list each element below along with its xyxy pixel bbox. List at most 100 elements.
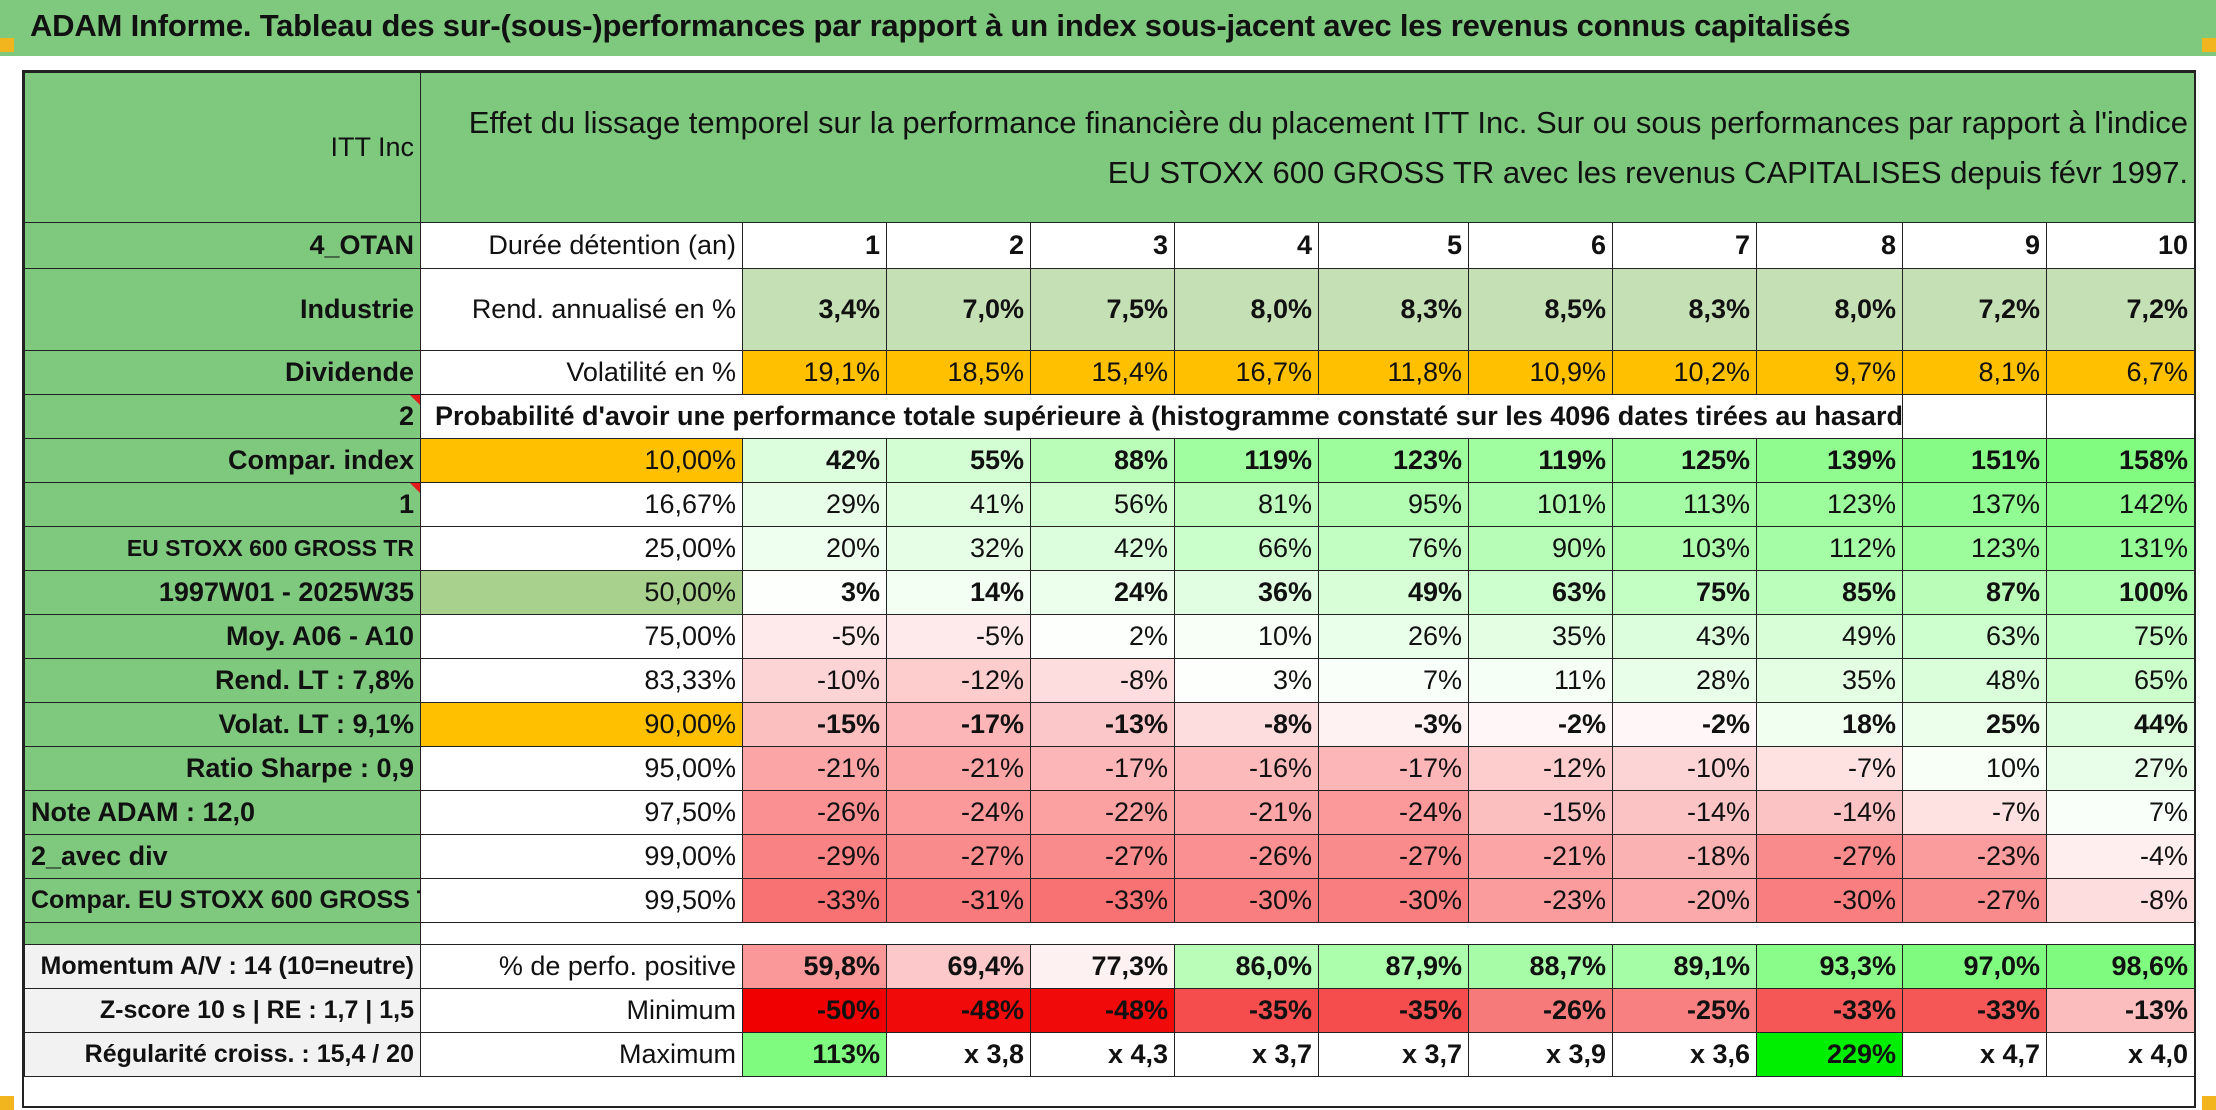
performance-cell: -29%	[742, 834, 887, 879]
performance-cell: 85%	[1756, 570, 1903, 615]
volatility-cell: 10,2%	[1612, 350, 1757, 395]
percentile-row: 1 16,67% 29% 41% 56% 81% 95% 101% 113% 123% 137% 14…	[24, 482, 2196, 527]
performance-cell: 119%	[1468, 438, 1613, 483]
long-term-return: Rend. LT : 7,8%	[24, 658, 421, 703]
performance-cell: -2%	[1612, 702, 1757, 747]
performance-cell: 75%	[2045, 614, 2196, 659]
performance-cell: 65%	[2045, 658, 2196, 703]
performance-cell: 48%	[1902, 658, 2047, 703]
performance-cell: 90%	[1468, 526, 1613, 571]
volatility-cell: 19,1%	[742, 350, 887, 395]
performance-cell: -16%	[1174, 746, 1319, 791]
volatility-cell: 15,4%	[1030, 350, 1175, 395]
selector-2[interactable]: 2	[24, 394, 421, 439]
performance-cell: 95%	[1318, 482, 1469, 527]
percentile-row: Note ADAM : 12,0 97,50% -26% -24% -22% -21% -2…	[24, 790, 2196, 835]
maximum-cell: x 4,0	[2045, 1032, 2196, 1077]
year-header: 1	[742, 222, 887, 269]
annual-return-cell: 7,2%	[1902, 268, 2047, 351]
performance-cell: 28%	[1612, 658, 1757, 703]
performance-cell: -26%	[742, 790, 887, 835]
average-label: Moy. A06 - A10	[24, 614, 421, 659]
percentile-row: Ratio Sharpe : 0,9 95,00% -21% -21% -17% -16%…	[24, 746, 2196, 791]
performance-cell: 112%	[1756, 526, 1903, 571]
performance-cell: -21%	[1174, 790, 1319, 835]
description-line-2: EU STOXX 600 GROSS TR avec les revenus C…	[1107, 154, 2189, 190]
annual-return-cell: 8,3%	[1318, 268, 1469, 351]
percentile-row: EU STOXX 600 GROSS TR 25,00% 20% 32% 42% 66% 7…	[24, 526, 2196, 571]
performance-cell: 139%	[1756, 438, 1903, 483]
zscore-label: Z-score 10 s | RE : 1,7 | 1,5	[24, 988, 421, 1033]
performance-cell: 113%	[1612, 482, 1757, 527]
year-header: 4	[1174, 222, 1319, 269]
performance-cell: 7%	[2045, 790, 2196, 835]
minimum-cell: -50%	[742, 988, 887, 1033]
title-bar: ADAM Informe. Tableau des sur-(sous-)per…	[0, 0, 2216, 56]
performance-cell: -7%	[1902, 790, 2047, 835]
volatility-cell: 6,7%	[2045, 350, 2196, 395]
year-header: 6	[1468, 222, 1613, 269]
positive-perf-cell: 88,7%	[1468, 944, 1613, 989]
minimum-cell: -33%	[1902, 988, 2047, 1033]
maximum-cell: 113%	[742, 1032, 887, 1077]
percentile-threshold: 25,00%	[420, 526, 743, 571]
percentile-row: Compar. index 10,00% 42% 55% 88% 119% 123% 119%…	[24, 438, 2196, 483]
minimum-cell: -35%	[1318, 988, 1469, 1033]
probability-caption: Probabilité d'avoir une performance tota…	[420, 394, 1903, 439]
spacer-row	[24, 922, 2196, 945]
positive-perf-cell: 89,1%	[1612, 944, 1757, 989]
performance-cell: -8%	[2045, 878, 2196, 923]
positive-perf-cell: 86,0%	[1174, 944, 1319, 989]
empty-cell	[1902, 394, 2047, 439]
with-dividend-label: 2_avec div	[24, 834, 421, 879]
performance-cell: 42%	[1030, 526, 1175, 571]
maximum-cell: x 4,7	[1902, 1032, 2047, 1077]
volatility-cell: 8,1%	[1902, 350, 2047, 395]
spacer-cell	[419, 922, 2196, 945]
performance-cell: -3%	[1318, 702, 1469, 747]
performance-cell: 14%	[886, 570, 1031, 615]
performance-cell: -27%	[1030, 834, 1175, 879]
maximum-label: Maximum	[420, 1032, 743, 1077]
empty-cell	[2045, 394, 2196, 439]
corner-marker	[2202, 1096, 2216, 1110]
year-header: 2	[886, 222, 1031, 269]
performance-cell: 55%	[886, 438, 1031, 483]
annual-return-cell: 8,5%	[1468, 268, 1613, 351]
performance-cell: 142%	[2045, 482, 2196, 527]
minimum-cell: -26%	[1468, 988, 1613, 1033]
performance-cell: 44%	[2045, 702, 2196, 747]
performance-cell: -27%	[1902, 878, 2047, 923]
regularity-label: Régularité croiss. : 15,4 / 20	[24, 1032, 421, 1077]
minimum-label: Minimum	[420, 988, 743, 1033]
performance-cell: -26%	[1174, 834, 1319, 879]
performance-cell: -21%	[886, 746, 1031, 791]
performance-cell: 123%	[1318, 438, 1469, 483]
percentile-row: Compar. EU STOXX 600 GROSS TR 99,50% -33% -…	[24, 878, 2196, 923]
positive-perf-cell: 59,8%	[742, 944, 887, 989]
performance-cell: -10%	[1612, 746, 1757, 791]
volatility-cell: 10,9%	[1468, 350, 1613, 395]
duration-label: Durée détention (an)	[420, 222, 743, 269]
performance-cell: 101%	[1468, 482, 1613, 527]
momentum-label: Momentum A/V : 14 (10=neutre)	[24, 944, 421, 989]
year-header: 9	[1902, 222, 2047, 269]
performance-cell: 18%	[1756, 702, 1903, 747]
performance-cell: 66%	[1174, 526, 1319, 571]
percentile-threshold: 16,67%	[420, 482, 743, 527]
compar-index-label: Compar. index	[24, 438, 421, 483]
summary-row: Régularité croiss. : 15,4 / 20 Maximum 113…	[24, 1032, 2196, 1077]
percentile-threshold: 99,50%	[420, 878, 743, 923]
performance-cell: -27%	[1318, 834, 1469, 879]
annual-return-cell: 8,0%	[1174, 268, 1319, 351]
performance-cell: 103%	[1612, 526, 1757, 571]
minimum-cell: -13%	[2045, 988, 2196, 1033]
minimum-cell: -48%	[886, 988, 1031, 1033]
performance-cell: -15%	[742, 702, 887, 747]
performance-cell: 35%	[1468, 614, 1613, 659]
table-description: Effet du lissage temporel sur la perform…	[419, 72, 2196, 223]
performance-cell: 2%	[1030, 614, 1175, 659]
company-name: ITT Inc	[24, 72, 421, 223]
comparison-full-label: Compar. EU STOXX 600 GROSS TR	[24, 878, 421, 923]
performance-cell: -23%	[1468, 878, 1613, 923]
